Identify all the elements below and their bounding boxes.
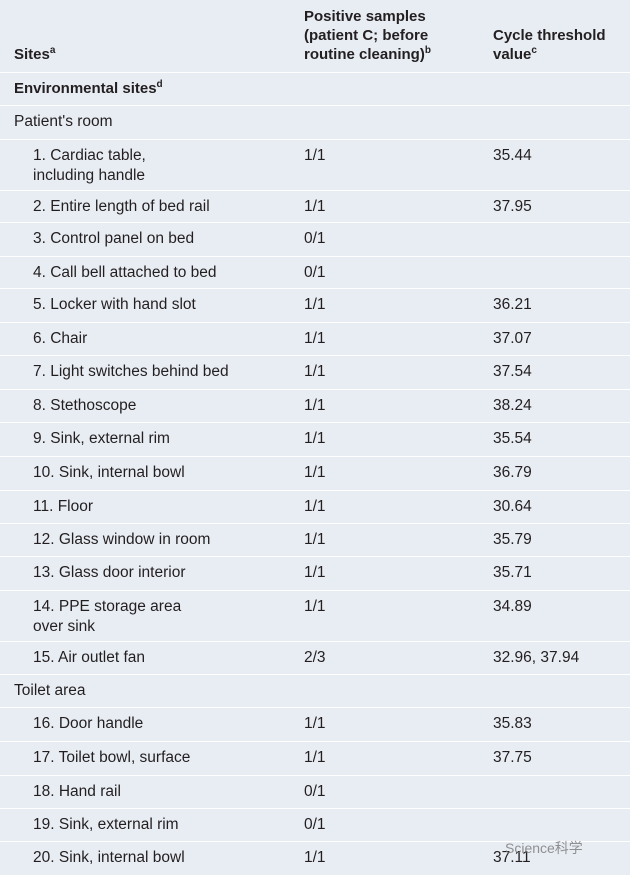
site-cell: 1. Cardiac table, including handle <box>33 147 146 184</box>
header-cell: Positive samples (patient C; before rout… <box>304 7 464 64</box>
section-text: Environmental sites <box>14 80 157 97</box>
positive-cell: 0/1 <box>304 230 326 247</box>
table-row: 16. Door handle 1/1 35.83 <box>0 707 630 741</box>
table-row: 6. Chair 1/1 37.07 <box>0 322 630 355</box>
site-cell: 14. PPE storage area over sink <box>33 598 182 635</box>
positive-cell: 1/1 <box>304 598 326 615</box>
ct-cell: 36.21 <box>493 296 532 313</box>
ct-cell: 37.11 <box>493 849 531 866</box>
table-row: 13. Glass door interior 1/1 35.71 <box>0 556 630 590</box>
table-row: 2. Entire length of bed rail 1/1 37.95 <box>0 190 630 222</box>
ct-cell: 32.96, 37.94 <box>493 649 580 666</box>
footnote-mark: c <box>531 45 537 56</box>
table-row: 12. Glass window in room 1/1 35.79 <box>0 523 630 556</box>
table-row: 17. Toilet bowl, surface 1/1 37.75 <box>0 741 630 775</box>
table-row: 18. Hand rail 0/1 <box>0 775 630 808</box>
site-cell: 19. Sink, external rim <box>33 816 179 833</box>
ct-cell: 36.79 <box>493 464 532 481</box>
positive-cell: 1/1 <box>304 564 326 581</box>
ct-cell: 34.89 <box>493 598 532 615</box>
site-cell: 8. Stethoscope <box>33 397 137 414</box>
ct-cell: 37.95 <box>493 198 532 215</box>
positive-cell: 0/1 <box>304 816 326 833</box>
positive-cell: 1/1 <box>304 296 326 313</box>
footnote-mark: d <box>156 79 163 90</box>
ct-cell: 35.83 <box>493 715 532 732</box>
positive-cell: 1/1 <box>304 498 326 515</box>
ct-cell: 35.71 <box>493 564 532 581</box>
positive-cell: 1/1 <box>304 147 326 164</box>
header-text: Positive samples (patient C; before rout… <box>304 8 429 63</box>
site-cell: 5. Locker with hand slot <box>33 296 196 313</box>
group-label: Toilet area <box>14 682 86 699</box>
positive-cell: 2/3 <box>304 649 326 666</box>
table-row: 14. PPE storage area over sink 1/1 34.89 <box>0 590 630 641</box>
site-cell: 20. Sink, internal bowl <box>33 849 185 866</box>
site-cell: 15. Air outlet fan <box>33 649 146 666</box>
table-row: 4. Call bell attached to bed 0/1 <box>0 256 630 288</box>
site-cell: 12. Glass window in room <box>33 531 211 548</box>
table-row: Toilet area <box>0 674 630 707</box>
group-label: Patient's room <box>14 113 113 130</box>
positive-cell: 1/1 <box>304 198 326 215</box>
ct-cell: 37.75 <box>493 749 532 766</box>
positive-cell: 1/1 <box>304 397 326 414</box>
site-cell: 16. Door handle <box>33 715 144 732</box>
ct-cell: 37.07 <box>493 330 532 347</box>
positive-cell: 1/1 <box>304 715 326 732</box>
table-row: 3. Control panel on bed 0/1 <box>0 222 630 256</box>
site-cell: 3. Control panel on bed <box>33 230 195 247</box>
ct-cell: 38.24 <box>493 397 532 414</box>
section-label: Environmental sitesd <box>14 79 163 99</box>
site-cell: 7. Light switches behind bed <box>33 363 229 380</box>
positive-cell: 1/1 <box>304 464 326 481</box>
table-row: 9. Sink, external rim 1/1 35.54 <box>0 422 630 456</box>
ct-cell: 30.64 <box>493 498 532 515</box>
positive-cell: 0/1 <box>304 783 326 800</box>
site-cell: 13. Glass door interior <box>33 564 186 581</box>
site-cell: 9. Sink, external rim <box>33 430 170 447</box>
table-row: 19. Sink, external rim 0/1 <box>0 808 630 841</box>
ct-cell: 37.54 <box>493 363 532 380</box>
header-row: Sitesa Positive samples (patient C; befor… <box>0 0 630 72</box>
table-row: 1. Cardiac table, including handle 1/1 35.… <box>0 139 630 190</box>
positive-cell: 1/1 <box>304 849 326 866</box>
table-row: 15. Air outlet fan 2/3 32.96, 37.94 <box>0 641 630 674</box>
site-cell: 11. Floor <box>33 498 94 515</box>
site-cell: 6. Chair <box>33 330 88 347</box>
positive-cell: 1/1 <box>304 749 326 766</box>
site-cell: 4. Call bell attached to bed <box>33 264 217 281</box>
table-row: Environmental sitesd <box>0 72 630 105</box>
ct-cell: 35.79 <box>493 531 532 548</box>
positive-cell: 1/1 <box>304 330 326 347</box>
site-cell: 17. Toilet bowl, surface <box>33 749 191 766</box>
footnote-mark: b <box>424 45 431 56</box>
table-row: 8. Stethoscope 1/1 38.24 <box>0 389 630 422</box>
table-row: 11. Floor 1/1 30.64 <box>0 490 630 523</box>
header-text: Cycle threshold value <box>493 27 606 63</box>
table-row: 20. Sink, internal bowl 1/1 37.11 <box>0 841 630 875</box>
table-row: 10. Sink, internal bowl 1/1 36.79 <box>0 456 630 490</box>
table-row: Patient's room <box>0 105 630 139</box>
site-cell: 2. Entire length of bed rail <box>33 198 210 215</box>
watermark: Science科学 <box>505 840 583 856</box>
header-text: Sites <box>14 46 50 63</box>
table-row: 7. Light switches behind bed 1/1 37.54 <box>0 355 630 389</box>
ct-cell: 35.44 <box>493 147 532 164</box>
positive-cell: 1/1 <box>304 363 326 380</box>
footnote-mark: a <box>49 45 56 56</box>
table-row: 5. Locker with hand slot 1/1 36.21 <box>0 288 630 322</box>
header-cell: Cycle threshold valuec <box>493 26 623 64</box>
site-cell: 10. Sink, internal bowl <box>33 464 185 481</box>
header-cell: Sitesa <box>14 45 214 64</box>
positive-cell: 0/1 <box>304 264 326 281</box>
site-cell: 18. Hand rail <box>33 783 121 800</box>
positive-cell: 1/1 <box>304 430 326 447</box>
ct-cell: 35.54 <box>493 430 532 447</box>
positive-cell: 1/1 <box>304 531 326 548</box>
